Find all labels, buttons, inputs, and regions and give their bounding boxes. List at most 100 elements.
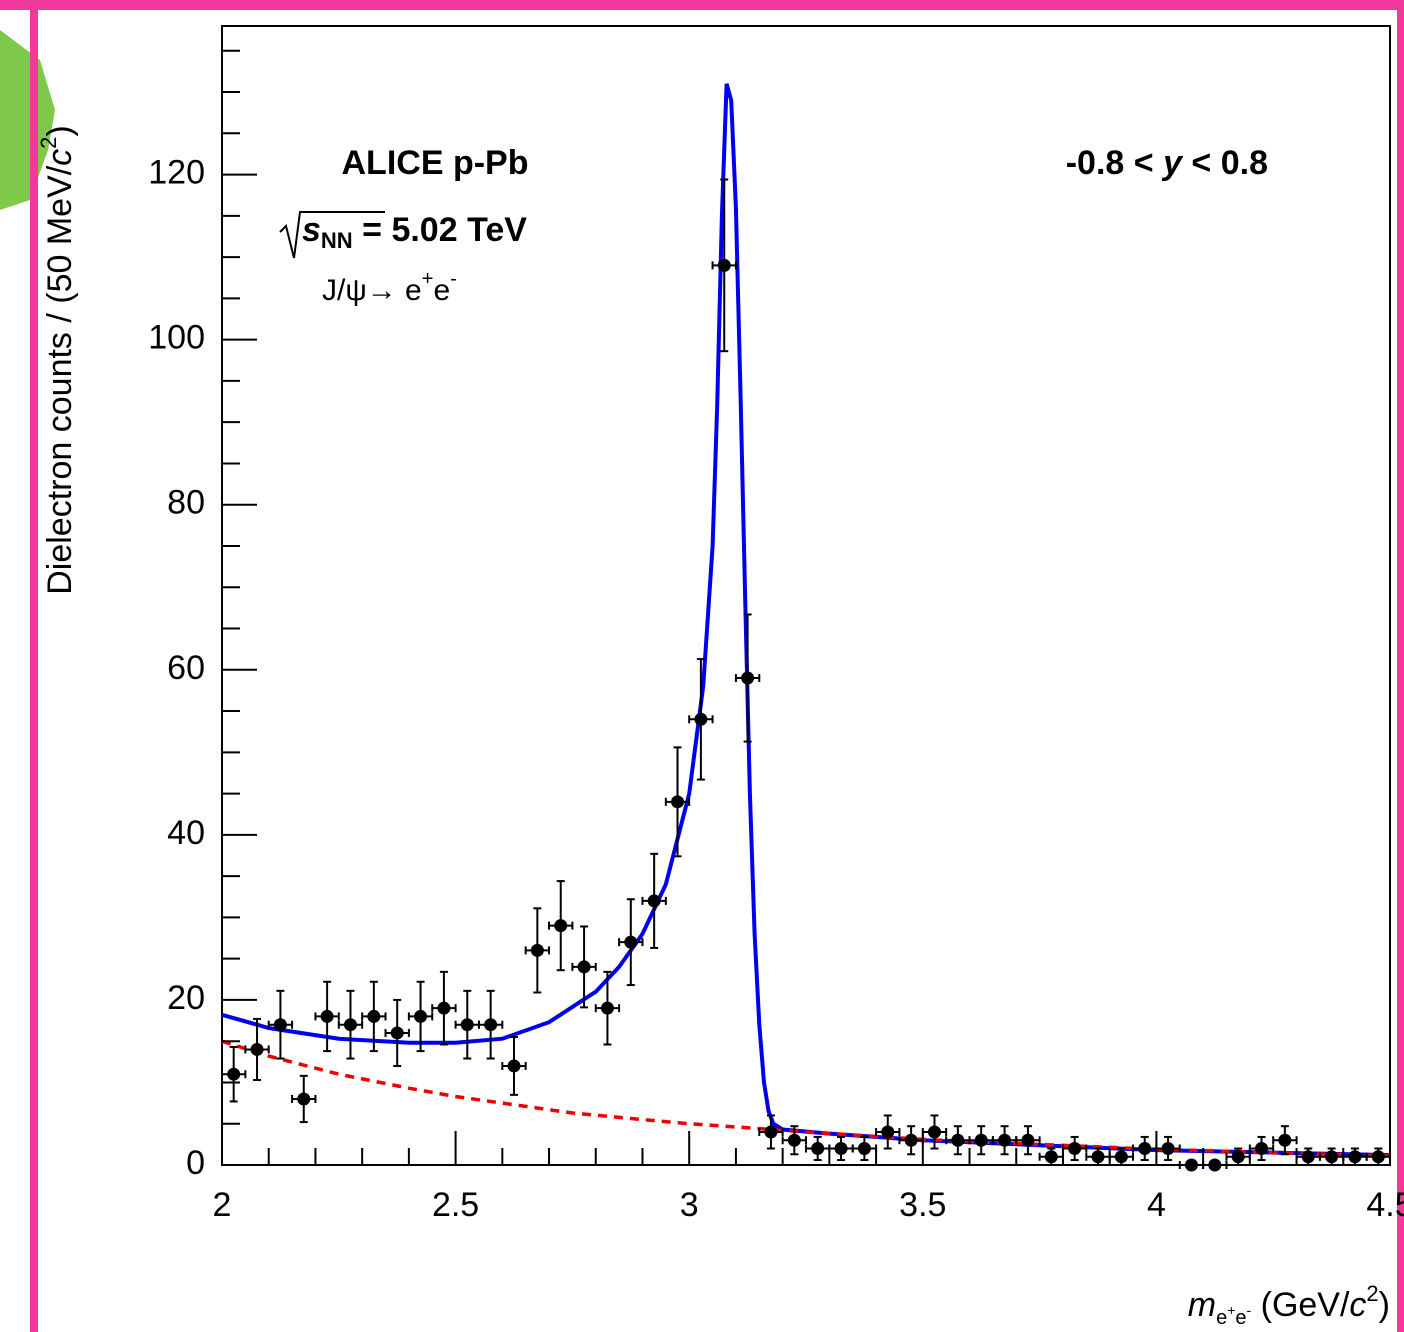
data-point [250,1042,264,1056]
text-part: J/ψ→ e [322,274,422,307]
data-point [694,712,708,726]
annotation-energy: sNN = 5.02 TeV [302,211,527,253]
y-tick-label: 20 [167,979,205,1017]
data-point [1348,1150,1362,1164]
text-part: Dielectron counts / (50 MeV/ [41,165,79,595]
data-point [414,1009,428,1023]
text-part: + [1227,1302,1235,1318]
text-part: ) [1379,1286,1390,1324]
data-point [787,1133,801,1147]
text-part: + [422,268,434,290]
y-tick-label: 60 [167,649,205,687]
data-point [600,1001,614,1015]
x-tick-label: 3.5 [899,1186,946,1224]
text-part: e [1235,1307,1246,1329]
data-point [1278,1133,1292,1147]
data-point [227,1067,241,1081]
data-point [1044,1150,1058,1164]
data-point [717,258,731,272]
data-point [367,1009,381,1023]
data-point [881,1125,895,1139]
text-part: < 0.8 [1182,144,1268,182]
frame-right [1397,0,1404,1332]
text-part: -0.8 < [1066,144,1163,182]
data-point [857,1141,871,1155]
data-point [507,1059,521,1073]
x-tick-label: 2 [213,1186,232,1224]
y-tick-label: 120 [148,154,205,192]
data-point [1138,1141,1152,1155]
x-tick-label: 4 [1147,1186,1166,1224]
x-tick-label: 3 [680,1186,699,1224]
text-part: - [1247,1302,1252,1318]
data-point [320,1009,334,1023]
logo-fragment [0,30,55,210]
data-point [974,1133,988,1147]
text-part: 2 [1366,1281,1378,1306]
y-tick-label: 40 [167,814,205,852]
data-point [1184,1158,1198,1172]
data-point [530,943,544,957]
plot-area [221,83,1391,1172]
data-point [554,919,568,933]
data-point [1091,1150,1105,1164]
x-tick-label: 4.5 [1366,1186,1404,1224]
data-point [390,1026,404,1040]
text-part: = 5.02 TeV [353,211,528,249]
data-point [577,960,591,974]
data-point [460,1018,474,1032]
y-tick-label: 100 [148,319,205,357]
data-point [671,795,685,809]
text-part: e [433,274,450,307]
data-point [811,1141,825,1155]
data-point [1161,1141,1175,1155]
data-point [1371,1150,1385,1164]
data-point [437,1001,451,1015]
plot-frame [221,25,1391,1166]
data-point [927,1125,941,1139]
text-part: e [1216,1307,1227,1329]
text-part: s [302,211,321,249]
data-point [273,1018,287,1032]
data-point [1021,1133,1035,1147]
data-point [1208,1158,1222,1172]
data-point [1255,1141,1269,1155]
data-point [998,1133,1012,1147]
data-point [1068,1141,1082,1155]
text-part: c [41,149,79,166]
text-part: 2 [36,137,61,149]
annotation-rapidity: -0.8 < y < 0.8 [1066,144,1268,182]
data-point [834,1141,848,1155]
text-part: NN [321,228,353,253]
y-axis-label: Dielectron counts / (50 MeV/c2) [36,125,79,595]
data-point [904,1133,918,1147]
annotation-decay: J/ψ→ e+e- [322,268,457,307]
data-point [484,1018,498,1032]
frame-left [30,0,38,1332]
data-point [1231,1150,1245,1164]
data-point [624,935,638,949]
text-part: m [1188,1286,1216,1324]
data-point [1301,1150,1315,1164]
data-point [1114,1150,1128,1164]
data-point [1325,1150,1339,1164]
text-part: (GeV/ [1251,1286,1350,1324]
annotation-experiment: ALICE p-Pb [342,144,529,182]
data-point [764,1125,778,1139]
data-point [741,671,755,685]
x-tick-label: 2.5 [432,1186,479,1224]
y-tick-label: 0 [186,1144,205,1182]
data-point [647,894,661,908]
text-part: c [1349,1286,1366,1324]
data-point [951,1133,965,1147]
text-part: y [1161,144,1184,182]
x-axis-label: me+e- (GeV/c2) [1188,1281,1390,1329]
data-point [343,1018,357,1032]
y-tick-label: 80 [167,484,205,522]
text-part: - [450,268,457,290]
fit-curve [221,1039,1391,1158]
frame-top [0,0,1404,10]
data-point [297,1092,311,1106]
